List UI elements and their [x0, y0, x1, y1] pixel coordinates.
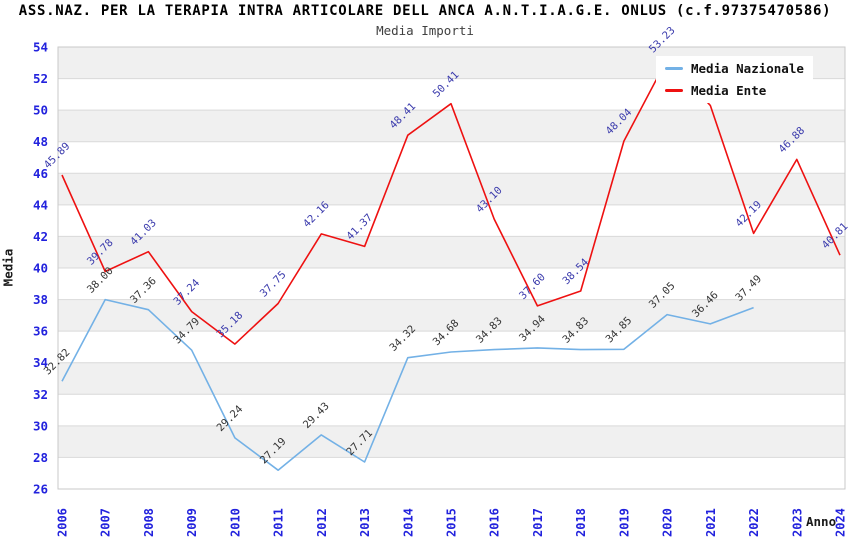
y-tick-label: 26: [33, 482, 48, 497]
y-tick-label: 50: [33, 103, 48, 118]
x-tick-label: 2006: [56, 508, 70, 537]
chart-subtitle: Media Importi: [376, 23, 474, 38]
line-swatch-icon: [665, 67, 683, 70]
x-tick-label: 2012: [315, 508, 329, 537]
plot-band: [58, 362, 845, 395]
y-axis-title: Media: [0, 248, 16, 287]
legend-label-media-ente: Media Ente: [691, 83, 767, 98]
legend-item-media-ente: Media Ente: [665, 82, 804, 99]
x-axis-title: Anno: [806, 514, 837, 529]
y-tick-label: 38: [33, 292, 48, 307]
x-tick-label: 2009: [185, 508, 199, 537]
line-swatch-icon: [665, 89, 683, 92]
x-tick-label: 2011: [272, 508, 286, 537]
y-tick-label: 48: [33, 134, 48, 149]
legend: Media Nazionale Media Ente: [656, 56, 813, 103]
y-tick-label: 46: [33, 166, 48, 181]
y-tick-label: 30: [33, 418, 48, 433]
chart-title: ASS.NAZ. PER LA TERAPIA INTRA ARTICOLARE…: [18, 3, 832, 19]
y-tick-label: 44: [33, 197, 48, 212]
series-line-media-ente: [61, 58, 841, 345]
series-line-media-nazionale: [61, 298, 754, 472]
x-tick-label: 2008: [142, 508, 156, 537]
legend-label-media-nazionale: Media Nazionale: [691, 61, 804, 76]
x-tick-label: 2020: [661, 508, 675, 537]
plot-band: [58, 236, 845, 268]
x-tick-label: 2024: [834, 508, 848, 537]
x-tick-label: 2013: [358, 508, 372, 537]
y-tick-label: 40: [33, 261, 48, 276]
x-tick-label: 2007: [99, 508, 113, 537]
x-tick-label: 2017: [531, 508, 545, 537]
plot-band: [58, 425, 845, 458]
legend-item-media-nazionale: Media Nazionale: [665, 60, 804, 77]
plot-border: [57, 46, 846, 490]
x-tick-label: 2023: [790, 508, 804, 537]
plot-band: [58, 110, 845, 142]
x-tick-label: 2014: [401, 508, 415, 537]
x-tick-label: 2019: [617, 508, 631, 537]
y-tick-label: 32: [33, 387, 48, 402]
data-label: 38.00: [85, 265, 116, 296]
plot-band: [58, 299, 845, 332]
x-tick-label: 2018: [574, 508, 588, 537]
x-tick-label: 2010: [228, 508, 242, 537]
x-tick-label: 2016: [488, 508, 502, 537]
y-tick-label: 52: [33, 71, 48, 86]
x-tick-label: 2021: [704, 508, 718, 537]
y-tick-label: 36: [33, 324, 48, 339]
y-tick-label: 34: [33, 355, 48, 370]
y-tick-label: 42: [33, 229, 48, 244]
x-tick-label: 2022: [747, 508, 761, 537]
y-tick-label: 28: [33, 450, 48, 465]
x-tick-label: 2015: [445, 508, 459, 537]
plot-band: [58, 173, 845, 205]
y-tick-label: 54: [33, 40, 48, 55]
